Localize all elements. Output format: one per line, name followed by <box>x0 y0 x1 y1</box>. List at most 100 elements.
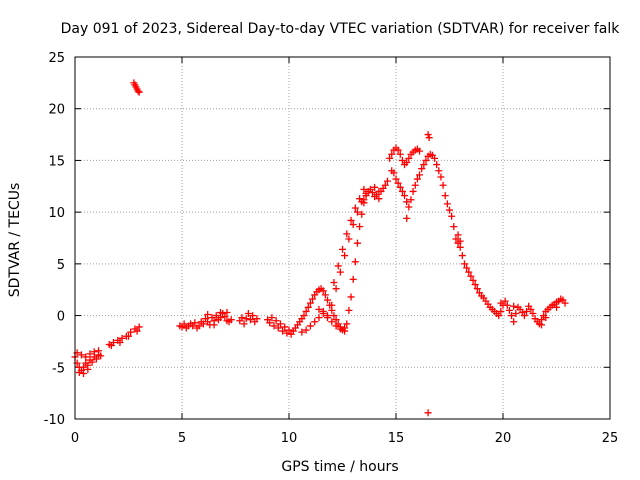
data-point <box>349 275 357 283</box>
data-point <box>347 216 355 224</box>
data-point <box>465 268 473 276</box>
data-point <box>302 326 310 334</box>
data-point <box>561 299 569 307</box>
y-axis-label: SDTVAR / TECUs <box>7 183 23 298</box>
data-point <box>92 355 100 363</box>
data-point <box>403 158 411 166</box>
data-point <box>439 181 447 189</box>
x-tick-label: 0 <box>71 431 79 446</box>
data-point <box>388 150 396 158</box>
data-point <box>446 206 453 214</box>
data-point <box>315 305 323 313</box>
data-point <box>306 322 314 330</box>
data-point <box>300 312 308 320</box>
data-point <box>424 409 432 417</box>
data-point <box>495 312 503 320</box>
data-point <box>454 231 462 239</box>
data-point <box>90 348 98 356</box>
data-point <box>375 187 383 195</box>
data-point <box>503 301 511 309</box>
data-point <box>501 297 509 305</box>
data-point <box>240 320 248 328</box>
grid <box>74 56 611 420</box>
data-point <box>332 316 340 324</box>
data-point <box>302 307 310 315</box>
data-point <box>405 154 413 162</box>
y-tick-label: 10 <box>48 206 65 221</box>
data-point <box>351 258 359 266</box>
data-point <box>456 243 464 251</box>
data-point <box>212 312 220 320</box>
data-point <box>328 301 336 309</box>
data-point <box>467 272 475 280</box>
data-point <box>315 314 323 322</box>
chart-title: Day 091 of 2023, Sidereal Day-to-day VTE… <box>61 21 621 37</box>
data-point <box>332 322 340 330</box>
data-point <box>311 318 319 326</box>
data-point <box>204 311 212 319</box>
data-point <box>134 87 142 95</box>
data-point <box>520 312 528 320</box>
data-point <box>368 188 376 196</box>
data-point <box>403 214 411 222</box>
data-point <box>458 252 466 260</box>
data-point <box>330 312 338 320</box>
x-tick-label: 20 <box>495 431 512 446</box>
data-point <box>381 181 389 189</box>
data-point <box>527 305 535 313</box>
data-point <box>306 299 314 307</box>
data-point <box>508 312 516 320</box>
data-point <box>553 303 560 311</box>
data-point <box>425 134 433 142</box>
x-axis-label: GPS time / hours <box>281 459 398 475</box>
data-point <box>244 310 252 318</box>
data-point <box>383 177 391 185</box>
data-point <box>435 167 443 175</box>
data-point <box>542 314 550 322</box>
data-point <box>223 317 231 325</box>
data-point <box>217 308 225 316</box>
data-point <box>210 321 218 329</box>
data-point <box>319 287 327 295</box>
data-point <box>281 323 289 331</box>
data-point <box>242 315 250 323</box>
data-point <box>88 358 96 366</box>
data-point <box>512 310 520 318</box>
data-point <box>135 88 143 96</box>
data-point <box>309 295 317 303</box>
data-point <box>356 195 364 203</box>
data-point <box>82 353 90 361</box>
data-point <box>75 368 83 376</box>
data-point <box>199 320 207 328</box>
data-point <box>392 175 400 183</box>
data-point <box>437 173 445 181</box>
data-point <box>324 314 332 322</box>
data-points <box>71 79 569 417</box>
data-point <box>398 187 406 195</box>
data-point <box>332 285 340 293</box>
data-point <box>341 327 349 335</box>
data-point <box>416 171 424 179</box>
data-point <box>328 318 336 326</box>
data-point <box>191 319 199 327</box>
x-tick-label: 25 <box>602 431 619 446</box>
y-tick-label: -5 <box>52 361 65 376</box>
data-point <box>268 314 276 322</box>
data-point <box>416 147 424 155</box>
data-point <box>270 322 278 330</box>
data-point <box>86 350 94 358</box>
data-point <box>285 326 293 334</box>
data-point <box>510 318 518 326</box>
data-point <box>353 239 361 247</box>
data-point <box>418 165 426 173</box>
data-point <box>353 208 361 216</box>
data-point <box>460 260 468 268</box>
data-point <box>375 195 383 203</box>
data-point <box>345 235 353 243</box>
data-point <box>401 192 409 200</box>
data-point <box>77 351 85 359</box>
data-point <box>195 322 203 330</box>
data-point <box>349 221 357 229</box>
y-tick-label: 15 <box>48 154 65 169</box>
